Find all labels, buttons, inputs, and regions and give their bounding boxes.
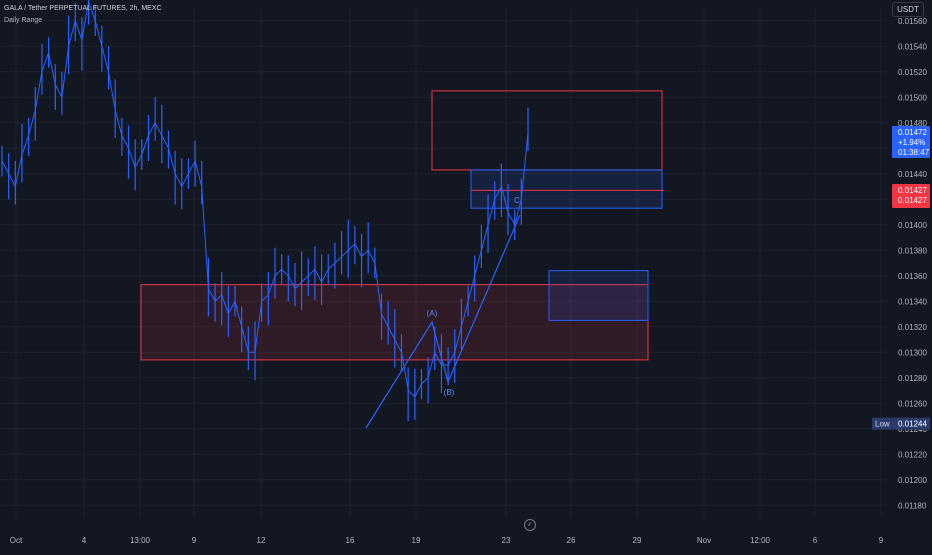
red-price-tag-bg bbox=[892, 184, 930, 208]
x-tick-label: 12 bbox=[257, 536, 266, 545]
wave-label: C bbox=[514, 196, 520, 205]
zone-blue[interactable] bbox=[548, 270, 649, 321]
y-tick-label: 0.01280 bbox=[898, 374, 927, 383]
red-price-tag-text: 0.01427 bbox=[898, 196, 927, 205]
x-tick-label: 19 bbox=[412, 536, 421, 545]
x-tick-label: 4 bbox=[82, 536, 87, 545]
zone-blue[interactable] bbox=[470, 169, 663, 209]
y-tick-label: 0.01440 bbox=[898, 170, 927, 179]
last-price-tag-text: 0.01472 bbox=[898, 128, 927, 137]
price-line bbox=[1, 0, 529, 398]
y-tick-label: 0.01540 bbox=[898, 42, 927, 51]
low-label: Low bbox=[875, 420, 890, 429]
indicator-label[interactable]: Daily Range bbox=[4, 17, 43, 24]
y-tick-label: 0.01480 bbox=[898, 119, 927, 128]
y-tick-label: 0.01300 bbox=[898, 348, 927, 357]
x-tick-label: 26 bbox=[567, 536, 576, 545]
x-tick-label: 16 bbox=[346, 536, 355, 545]
y-tick-label: 0.01520 bbox=[898, 68, 927, 77]
chart-header: GALA / Tether PERPETUAL FUTURES, 2h, MEX… bbox=[4, 4, 162, 26]
y-tick-label: 0.01180 bbox=[898, 501, 927, 510]
symbol-title: GALA / Tether PERPETUAL FUTURES, 2h, MEX… bbox=[4, 5, 162, 12]
x-tick-label: Oct bbox=[10, 536, 23, 545]
clock-icon[interactable] bbox=[524, 519, 536, 531]
y-tick-label: 0.01380 bbox=[898, 246, 927, 255]
wave-line[interactable] bbox=[365, 214, 521, 429]
y-tick-label: 0.01500 bbox=[898, 93, 927, 102]
zone-red[interactable] bbox=[431, 90, 663, 171]
last-price-tag-text: 01:38:47 bbox=[898, 148, 930, 157]
x-tick-label: 9 bbox=[879, 536, 884, 545]
x-tick-label: Nov bbox=[697, 536, 711, 545]
x-tick-label: 23 bbox=[502, 536, 511, 545]
y-tick-label: 0.01320 bbox=[898, 323, 927, 332]
low-label-bg bbox=[872, 417, 894, 430]
x-tick-label: 13:00 bbox=[130, 536, 151, 545]
last-price-tag-bg bbox=[892, 126, 930, 158]
y-tick-label: 0.01400 bbox=[898, 221, 927, 230]
x-tick-label: 12:00 bbox=[750, 536, 771, 545]
x-tick-label: 6 bbox=[813, 536, 818, 545]
y-tick-label: 0.01200 bbox=[898, 476, 927, 485]
last-price-tag-text: +1.94% bbox=[898, 138, 925, 147]
y-tick-label: 0.01220 bbox=[898, 450, 927, 459]
red-price-tag-text: 0.01427 bbox=[898, 186, 927, 195]
wave-label: (A) bbox=[427, 309, 438, 318]
wave-label: (B) bbox=[444, 388, 455, 397]
low-value-bg bbox=[894, 417, 930, 430]
y-tick-label: 0.01340 bbox=[898, 297, 927, 306]
y-tick-label: 0.01360 bbox=[898, 272, 927, 281]
last-price-tag[interactable]: 0.01472+1.94%01:38:47 bbox=[892, 126, 930, 158]
currency-button[interactable]: USDT bbox=[892, 2, 924, 17]
x-tick-label: 29 bbox=[633, 536, 642, 545]
low-value: 0.01244 bbox=[898, 420, 927, 429]
y-tick-label: 0.01560 bbox=[898, 17, 927, 26]
y-tick-label: 0.01260 bbox=[898, 399, 927, 408]
x-tick-label: 9 bbox=[192, 536, 197, 545]
